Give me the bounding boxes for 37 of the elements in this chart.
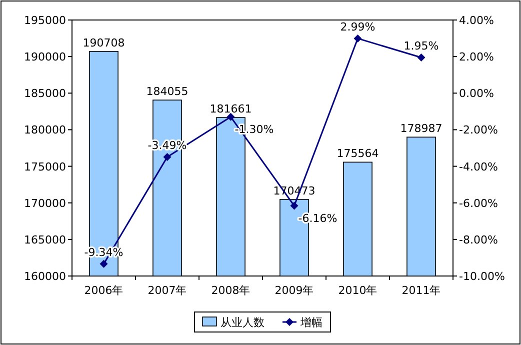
x-tick-label: 2010年 xyxy=(338,284,378,297)
point xyxy=(100,260,108,268)
y-tick-label: 170000 xyxy=(24,196,66,210)
data-label: 178987 xyxy=(400,122,442,136)
y2-tick-label: 4.00% xyxy=(459,14,494,27)
data-label: 184055 xyxy=(146,85,188,98)
y-tick-label: 180000 xyxy=(24,124,66,137)
y-tick-label: 160000 xyxy=(24,270,66,283)
y2-tick-label: -4.00% xyxy=(459,160,498,174)
point xyxy=(163,152,172,161)
x-tick-label: 2007年 xyxy=(148,284,187,297)
x-tick-label: 2009年 xyxy=(274,284,314,297)
legend-label: 从业人数 xyxy=(220,316,264,329)
data-label: 175564 xyxy=(336,147,379,160)
point xyxy=(417,53,426,62)
data-label: 1.95% xyxy=(404,39,439,52)
y2-tick-label: -2.00% xyxy=(459,124,498,137)
point xyxy=(354,34,362,42)
data-label: 181661 xyxy=(210,102,252,116)
y2-tick-label: 2.00% xyxy=(459,50,494,64)
y2-tick-label: 0.00% xyxy=(459,87,494,100)
y-tick-label: 195000 xyxy=(24,14,66,27)
y2-tick-label: -8.00% xyxy=(459,233,498,246)
legend-label: 增幅 xyxy=(300,316,322,329)
x-tick-label: 2008年 xyxy=(211,284,250,297)
data-label: 190708 xyxy=(82,36,125,50)
y2-tick-label: -10.00% xyxy=(459,270,505,283)
point xyxy=(290,202,298,210)
y2-tick-label: -6.00% xyxy=(459,196,498,210)
y-tick-label: 175000 xyxy=(24,160,66,174)
data-label: 2.99% xyxy=(340,20,376,34)
y-tick-label: 190000 xyxy=(24,50,66,64)
x-tick-label: 2011年 xyxy=(402,284,441,297)
y-tick-label: 185000 xyxy=(24,87,66,100)
x-tick-label: 2006年 xyxy=(84,284,124,297)
y-tick-label: 165000 xyxy=(24,233,66,246)
point xyxy=(226,112,235,121)
